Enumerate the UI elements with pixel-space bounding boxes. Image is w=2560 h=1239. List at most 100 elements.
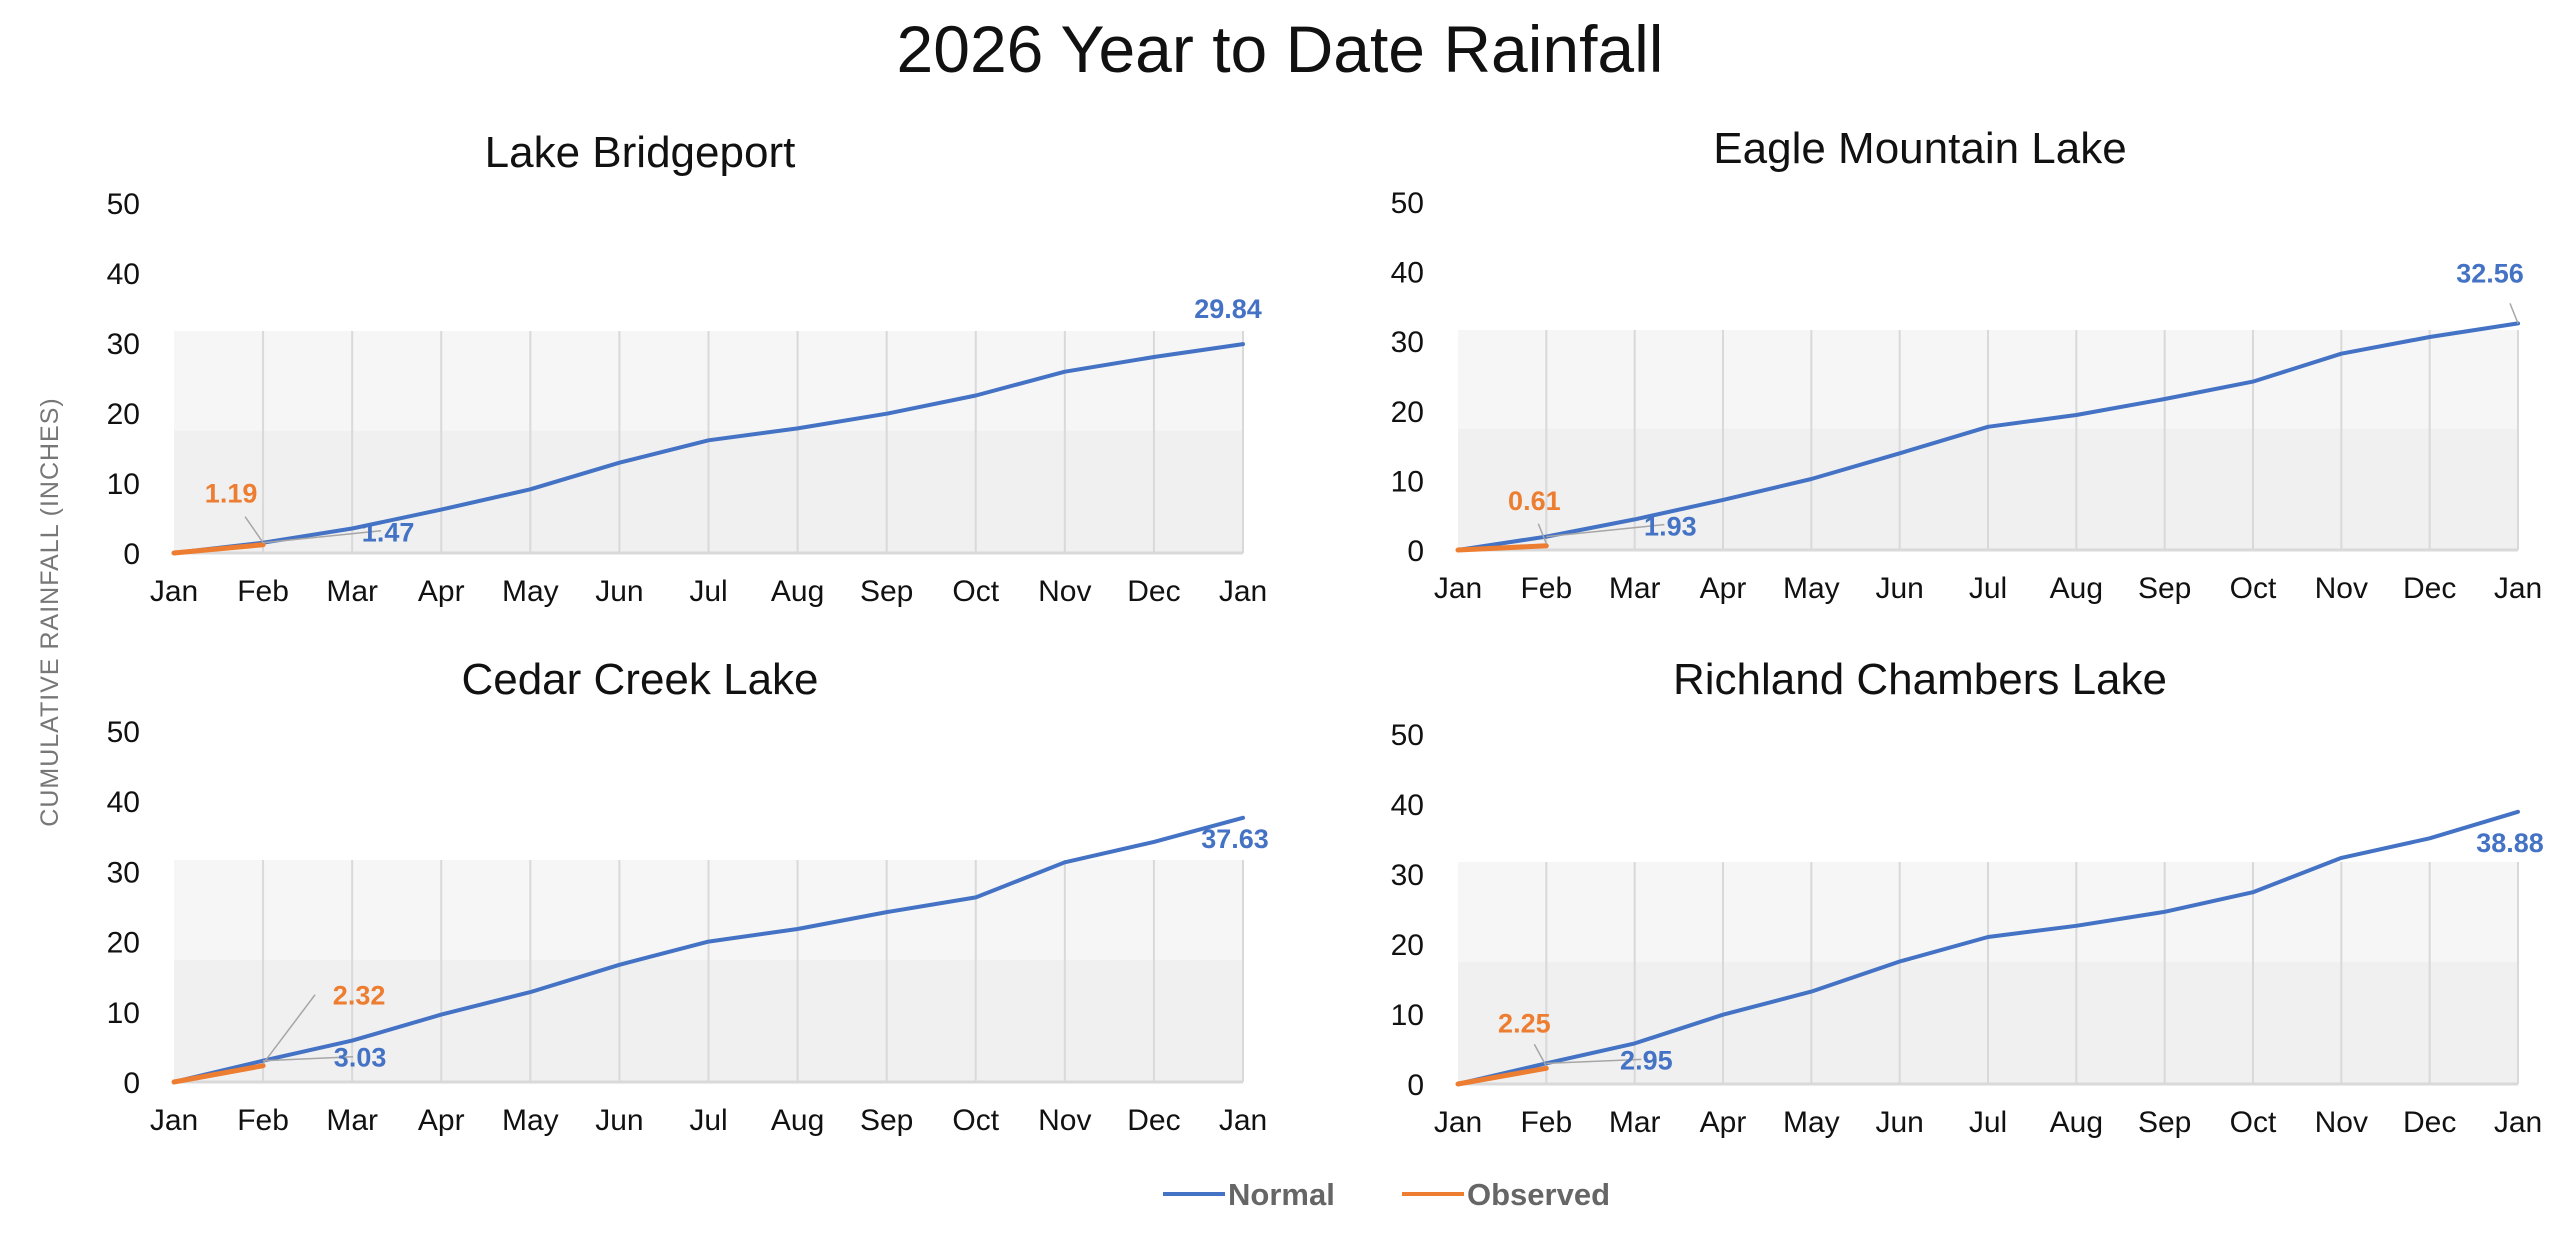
observed-series-line (171, 542, 266, 556)
normal-feb-label: 2.95 (1620, 1045, 1673, 1075)
y-tick-label: 40 (107, 786, 140, 819)
chart-panel: Lake Bridgeport 0 10 20 30 40 50 Jan Feb Mar Apr Ma… (107, 128, 1268, 608)
x-tick-label: Dec (2403, 1106, 2456, 1139)
normal-series-line (172, 815, 1245, 1084)
observed-feb-label: 0.61 (1508, 486, 1561, 516)
observed-series-line (171, 1063, 266, 1085)
chart-panel: Cedar Creek Lake 0 10 20 30 40 50 Jan Feb Mar Apr M… (107, 655, 1269, 1137)
normal-leader-line (263, 529, 382, 544)
x-tick-label: Jul (689, 575, 727, 608)
observed-feb-label: 2.32 (333, 981, 386, 1011)
x-tick-label: Nov (2315, 572, 2368, 605)
x-tick-label: Apr (418, 1104, 465, 1137)
normal-end-label: 32.56 (2456, 258, 2524, 288)
x-tick-label: Jul (1969, 572, 2007, 605)
observed-series-line (1455, 1065, 1549, 1087)
normal-series-line (172, 342, 1245, 555)
y-tick-label: 10 (107, 997, 140, 1030)
x-tick-label: Jun (595, 575, 643, 608)
y-tick-label: 10 (1391, 465, 1424, 498)
x-tick-label: Mar (1609, 572, 1661, 605)
main-title: 2026 Year to Date Rainfall (897, 12, 1664, 86)
normal-feb-label: 1.47 (362, 518, 415, 548)
x-tick-label: Jun (1875, 572, 1923, 605)
x-tick-label: Oct (952, 575, 999, 608)
x-tick-label: Aug (2050, 572, 2103, 605)
normal-end-label: 37.63 (1201, 824, 1269, 854)
y-tick-label: 40 (1391, 257, 1424, 290)
normal-series-line (1456, 809, 2520, 1086)
x-tick-label: Oct (2230, 572, 2277, 605)
x-tick-label: May (502, 575, 559, 608)
y-tick-label: 50 (107, 188, 140, 221)
x-tick-label: Nov (2315, 1106, 2368, 1139)
x-tick-label: Sep (860, 1104, 913, 1137)
observed-leader-line (244, 516, 264, 544)
x-tick-label: Jan (1219, 1104, 1267, 1137)
x-tick-label: Feb (237, 1104, 289, 1137)
panel-title: Cedar Creek Lake (461, 655, 818, 704)
panel-title: Lake Bridgeport (485, 128, 796, 177)
x-tick-label: Apr (1700, 572, 1747, 605)
x-tick-label: Feb (1520, 1106, 1572, 1139)
normal-end-label: 29.84 (1194, 294, 1262, 324)
x-tick-label: Mar (326, 1104, 378, 1137)
x-tick-label: Jan (1434, 572, 1482, 605)
x-tick-label: Aug (2050, 1106, 2103, 1139)
normal-end-label: 38.88 (2476, 828, 2544, 858)
y-tick-label: 30 (1391, 326, 1424, 359)
x-tick-label: Sep (860, 575, 913, 608)
x-tick-label: Oct (952, 1104, 999, 1137)
x-tick-label: Jan (1434, 1106, 1482, 1139)
x-tick-label: Jan (2494, 1106, 2542, 1139)
x-tick-label: Oct (2230, 1106, 2277, 1139)
x-tick-label: Nov (1038, 575, 1091, 608)
observed-feb-label: 2.25 (1498, 1008, 1551, 1038)
y-tick-label: 10 (1391, 999, 1424, 1032)
x-tick-label: Dec (1127, 575, 1180, 608)
legend: Normal Observed (1163, 1177, 1610, 1212)
x-tick-label: Aug (771, 575, 824, 608)
observed-feb-label: 1.19 (205, 479, 258, 509)
x-tick-label: Dec (1127, 1104, 1180, 1137)
x-tick-label: Dec (2403, 572, 2456, 605)
x-tick-label: Sep (2138, 572, 2191, 605)
observed-leader-line (1537, 523, 1548, 545)
normal-series-line (1456, 321, 2520, 552)
normal-feb-label: 3.03 (334, 1043, 387, 1073)
x-tick-label: Mar (1609, 1106, 1661, 1139)
normal-leader-line (263, 1055, 354, 1062)
y-tick-label: 30 (107, 856, 140, 889)
legend-normal-label: Normal (1228, 1177, 1335, 1212)
chart-panel: Eagle Mountain Lake 0 10 20 30 40 50 Jan Feb Mar A… (1391, 124, 2543, 605)
normal-end-leader-line (2509, 303, 2519, 324)
y-tick-label: 40 (107, 258, 140, 291)
x-tick-label: Jun (1875, 1106, 1923, 1139)
x-tick-label: May (1783, 1106, 1840, 1139)
x-tick-label: Jan (2494, 572, 2542, 605)
y-tick-label: 0 (123, 1067, 140, 1100)
x-tick-label: Aug (771, 1104, 824, 1137)
x-tick-label: Jul (689, 1104, 727, 1137)
x-tick-label: Mar (326, 575, 378, 608)
x-tick-label: May (1783, 572, 1840, 605)
y-tick-label: 10 (107, 468, 140, 501)
normal-leader-line (1546, 523, 1665, 538)
normal-leader-line (1546, 1058, 1642, 1065)
panel-title: Eagle Mountain Lake (1713, 124, 2126, 173)
y-tick-label: 20 (107, 398, 140, 431)
observed-leader-line (1533, 1043, 1547, 1067)
y-tick-label: 40 (1391, 789, 1424, 822)
y-tick-label: 20 (107, 927, 140, 960)
y-tick-label: 30 (1391, 859, 1424, 892)
y-tick-label: 50 (1391, 187, 1424, 220)
x-tick-label: Feb (1520, 572, 1572, 605)
legend-observed-label: Observed (1467, 1177, 1610, 1212)
y-tick-label: 20 (1391, 929, 1424, 962)
x-tick-label: Jun (595, 1104, 643, 1137)
y-tick-label: 0 (1407, 535, 1424, 568)
x-tick-label: Nov (1038, 1104, 1091, 1137)
y-tick-label: 0 (123, 538, 140, 571)
y-tick-label: 30 (107, 328, 140, 361)
